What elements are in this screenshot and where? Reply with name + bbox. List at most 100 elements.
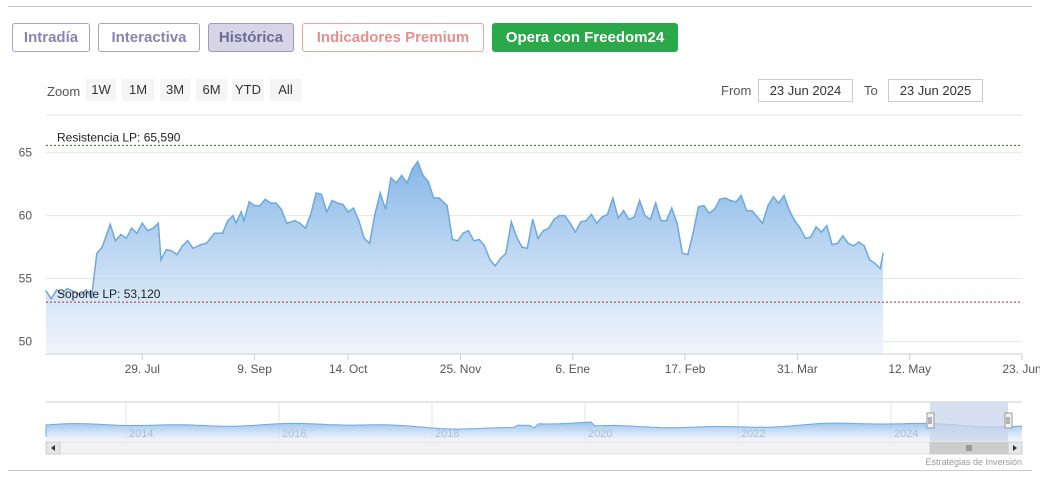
data-point — [478, 238, 481, 241]
to-label: To — [864, 83, 878, 98]
data-point — [200, 243, 202, 246]
data-point — [342, 203, 344, 206]
data-point — [670, 207, 673, 209]
zoom-all-button[interactable]: All — [270, 79, 301, 101]
data-point — [761, 222, 764, 224]
data-point — [596, 222, 598, 224]
tab-indicadores-premium[interactable]: Indicadores Premium — [302, 23, 484, 52]
data-point — [125, 237, 127, 240]
data-point — [379, 192, 382, 194]
tab-opera-freedom24[interactable]: Opera con Freedom24 — [492, 23, 678, 52]
data-point — [280, 208, 283, 211]
data-point — [384, 208, 387, 211]
data-point — [836, 242, 839, 245]
data-point — [882, 252, 884, 255]
data-point — [874, 262, 876, 265]
data-point — [253, 204, 256, 207]
annotation-layer: Resistencia LP: 65,590 Soporte LP: 53,120 — [46, 130, 1022, 303]
data-point — [569, 222, 571, 224]
data-point — [713, 208, 716, 211]
data-point — [275, 202, 277, 204]
data-point — [553, 218, 555, 221]
zoom-1m-button[interactable]: 1M — [122, 79, 154, 101]
data-point — [55, 289, 58, 291]
data-point — [687, 253, 689, 256]
data-point — [644, 214, 646, 217]
x-tick-label: 6. Ene — [555, 362, 590, 376]
tab-intradia[interactable]: Intradía — [12, 23, 90, 52]
data-point — [654, 202, 657, 204]
credits-text: Estrategias de Inversión — [925, 457, 1022, 467]
data-point — [438, 197, 440, 199]
data-point — [326, 211, 328, 213]
data-point — [537, 237, 539, 240]
data-point — [85, 289, 87, 291]
data-point — [777, 202, 780, 204]
data-point — [708, 212, 710, 214]
zoom-6m-button[interactable]: 6M — [196, 79, 227, 101]
data-point — [842, 235, 844, 237]
data-point — [90, 296, 93, 299]
navigator[interactable]: 201420162018202020222024 — [45, 401, 1023, 455]
data-point — [293, 219, 296, 222]
data-point — [406, 182, 408, 184]
data-point — [363, 237, 366, 240]
tab-interactiva[interactable]: Interactiva — [98, 23, 200, 52]
zoom-1w-button[interactable]: 1W — [86, 79, 116, 101]
data-point — [483, 245, 486, 247]
data-point — [783, 194, 785, 197]
data-point — [299, 222, 301, 224]
data-point — [692, 232, 694, 234]
data-point — [467, 229, 470, 232]
data-point — [799, 227, 801, 229]
to-date-input[interactable] — [888, 79, 983, 102]
zoom-label: Zoom — [47, 84, 81, 99]
tab-historica[interactable]: Histórica — [208, 23, 294, 52]
data-point — [269, 202, 272, 204]
from-date-input[interactable] — [758, 79, 853, 102]
support-label: Soporte LP: 53,120 — [57, 287, 161, 301]
data-point — [788, 209, 791, 212]
x-tick-label: 23. Jun — [1002, 362, 1040, 376]
data-point — [852, 245, 855, 247]
data-point — [826, 224, 828, 227]
data-point — [724, 197, 726, 199]
data-point — [457, 240, 459, 242]
data-point — [347, 211, 350, 213]
data-point — [221, 232, 224, 234]
data-point — [227, 219, 229, 222]
data-point — [422, 174, 424, 177]
data-point — [443, 202, 446, 204]
data-point — [815, 226, 817, 228]
data-point — [628, 218, 630, 221]
zoom-ytd-button[interactable]: YTD — [232, 79, 264, 101]
arrow-right-icon — [1013, 445, 1017, 451]
data-point — [564, 214, 566, 217]
data-point — [793, 219, 796, 222]
data-point — [416, 160, 419, 163]
data-point — [767, 204, 769, 207]
data-point — [170, 250, 173, 252]
zoom-3m-button[interactable]: 3M — [160, 79, 190, 101]
data-point — [804, 237, 807, 240]
data-point — [622, 209, 625, 212]
data-point — [665, 219, 668, 222]
data-point — [400, 174, 403, 177]
data-point — [505, 252, 507, 255]
data-point — [165, 248, 168, 251]
data-point — [285, 222, 288, 224]
data-point — [304, 227, 307, 229]
data-point — [847, 242, 849, 245]
data-point — [264, 198, 267, 201]
data-point — [660, 219, 662, 222]
data-point — [515, 236, 518, 238]
navigator-area — [46, 421, 1022, 441]
data-point — [320, 193, 323, 195]
data-point — [390, 177, 392, 179]
x-tick-label: 29. Jul — [125, 362, 160, 376]
data-point — [499, 257, 502, 260]
data-point — [831, 243, 833, 246]
data-point — [521, 246, 523, 248]
data-point — [772, 196, 775, 198]
data-point — [729, 199, 732, 202]
